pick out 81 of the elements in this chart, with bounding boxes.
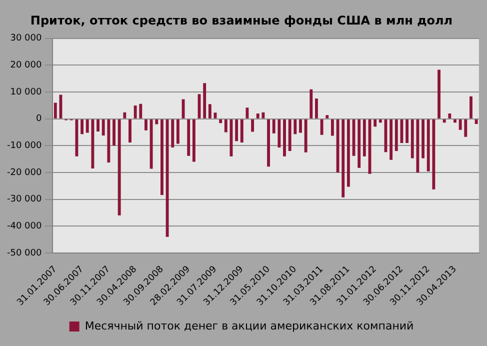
bar <box>336 119 340 172</box>
bar <box>144 119 148 130</box>
bar <box>91 119 94 168</box>
bar <box>358 119 361 168</box>
bar <box>224 119 228 132</box>
bar <box>432 119 436 190</box>
bar <box>235 119 238 142</box>
chart-title: Приток, отток средств во взаимные фонды США в млн долл <box>30 13 453 28</box>
bar <box>406 119 409 143</box>
bar <box>474 119 478 124</box>
bar <box>240 119 244 142</box>
bar <box>134 105 137 118</box>
y-tick-label: 20 000 <box>10 60 42 71</box>
bar <box>470 96 472 118</box>
bar <box>422 119 424 158</box>
bar <box>304 119 308 152</box>
bar <box>128 119 132 142</box>
bar <box>342 119 345 198</box>
bar <box>166 119 169 237</box>
y-tick-label: -40 000 <box>6 221 42 232</box>
bar <box>310 89 313 118</box>
bar <box>112 119 116 146</box>
bar <box>256 113 260 118</box>
bar <box>80 119 84 134</box>
bar <box>378 119 382 123</box>
bar <box>86 119 89 133</box>
bar <box>176 119 180 144</box>
bar <box>187 119 190 156</box>
legend-label: Месячный поток денег в акции американских компаний <box>84 319 414 332</box>
bar <box>75 119 78 156</box>
bar <box>374 119 377 127</box>
bar <box>299 119 302 133</box>
bar <box>118 119 121 216</box>
bar <box>150 119 153 169</box>
bar <box>102 119 105 136</box>
bar <box>107 119 110 163</box>
bar <box>278 119 281 148</box>
bar <box>394 119 398 152</box>
y-tick-label: -50 000 <box>6 248 42 258</box>
bar <box>438 70 440 118</box>
bar <box>192 119 196 162</box>
y-tick-label: -10 000 <box>6 141 42 152</box>
bar <box>346 119 350 187</box>
bar <box>288 119 292 152</box>
bar <box>203 83 206 118</box>
y-tick-label: -20 000 <box>6 168 42 178</box>
bar <box>219 119 222 124</box>
bar <box>267 119 270 167</box>
bar <box>96 119 100 132</box>
bar <box>283 119 286 156</box>
bar <box>171 119 174 148</box>
bar <box>246 108 249 118</box>
bar <box>160 119 164 196</box>
bar <box>251 119 254 132</box>
bar <box>326 115 329 118</box>
bar <box>262 112 265 118</box>
bar <box>390 119 393 160</box>
bar <box>214 112 217 118</box>
y-tick-label: 10 000 <box>10 87 42 98</box>
bar <box>294 119 297 134</box>
bar <box>362 119 366 156</box>
bar <box>426 119 430 172</box>
bar <box>458 119 462 130</box>
bar <box>54 102 57 118</box>
bar <box>123 112 126 118</box>
bar <box>448 113 452 118</box>
y-tick-label: 0 <box>36 114 42 124</box>
bar <box>272 119 276 134</box>
bar <box>208 104 212 118</box>
bar <box>464 119 468 137</box>
bar <box>454 119 456 123</box>
bar <box>155 119 158 124</box>
bar <box>416 119 420 172</box>
bar <box>442 119 446 123</box>
bar <box>330 119 334 136</box>
bar <box>139 104 142 118</box>
y-tick-label: -30 000 <box>6 194 42 205</box>
y-tick-label: 30 000 <box>10 34 42 44</box>
bar <box>315 98 318 118</box>
bar <box>320 119 324 135</box>
bar <box>410 119 414 158</box>
